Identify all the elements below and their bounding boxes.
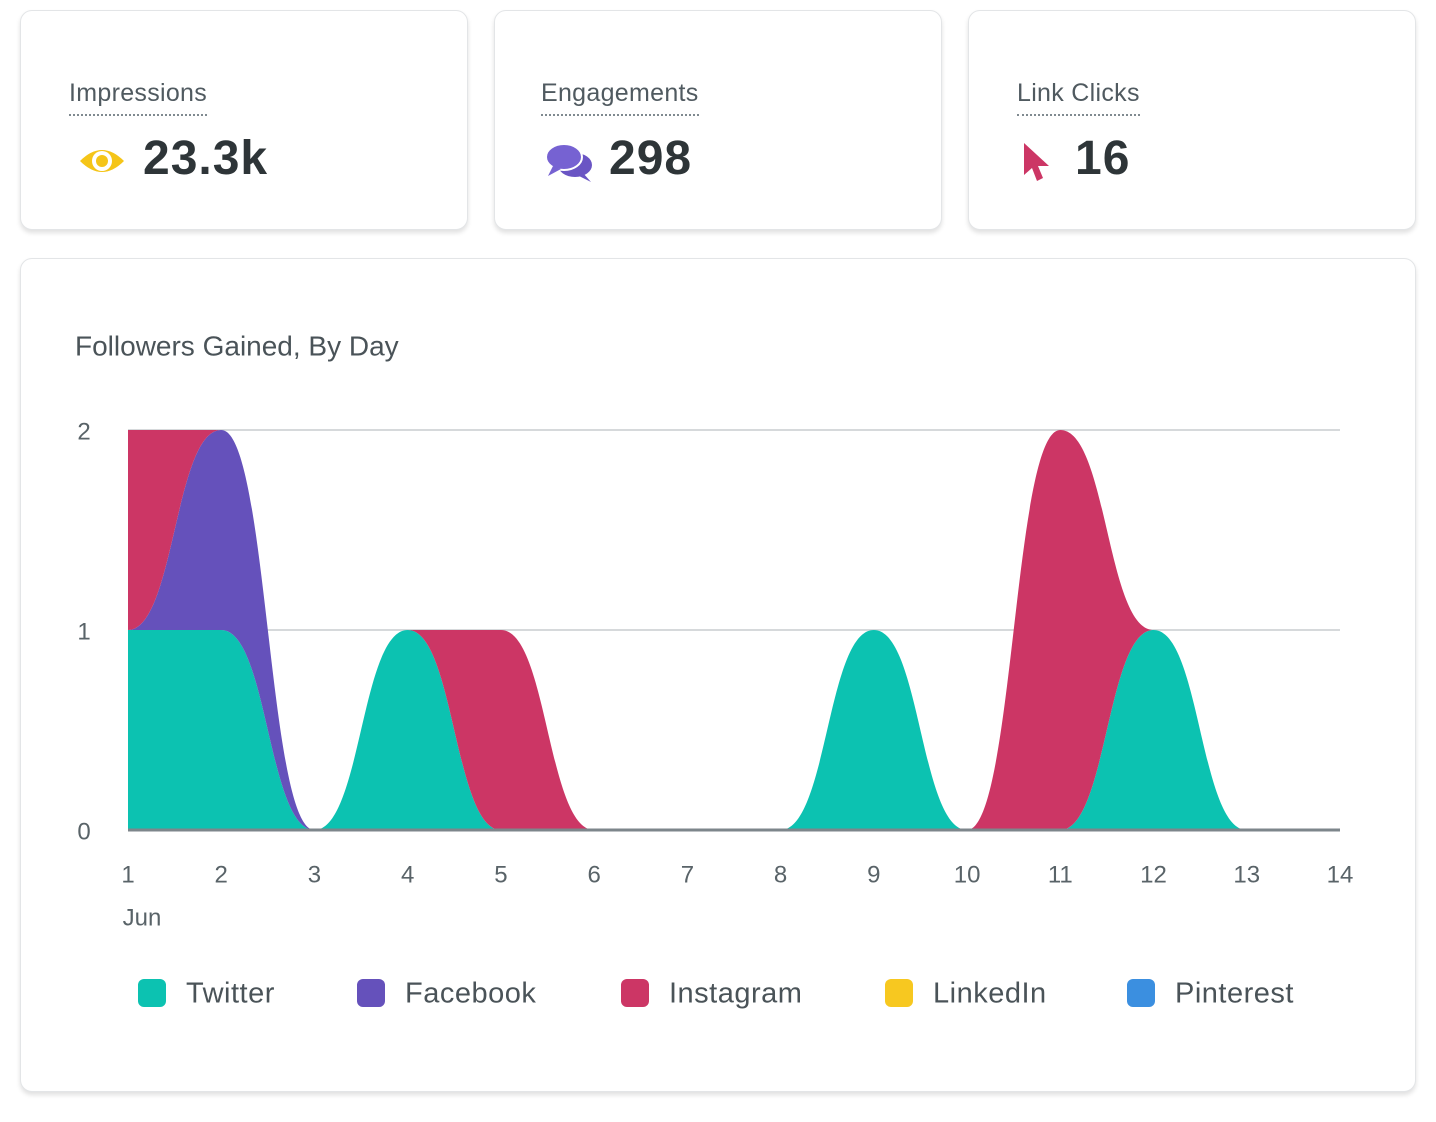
eye-icon — [80, 150, 124, 172]
x-axis-label: Jun — [123, 904, 162, 931]
x-tick-label: 1 — [121, 861, 134, 888]
stat-card: Engagements 298 — [494, 10, 942, 230]
legend-swatch — [357, 979, 385, 1007]
card-label: Link Clicks — [1017, 79, 1140, 116]
cursor-icon — [1024, 143, 1049, 181]
x-tick-label: 4 — [401, 861, 414, 888]
card-value: 16 — [1075, 132, 1131, 185]
x-tick-label: 10 — [954, 861, 981, 888]
y-tick-label: 0 — [77, 818, 90, 845]
legend-swatch — [885, 979, 913, 1007]
area — [128, 630, 1340, 830]
legend-label: Twitter — [186, 978, 275, 1010]
x-tick-label: 3 — [308, 861, 321, 888]
legend-swatch — [621, 979, 649, 1007]
y-tick-label: 1 — [77, 618, 90, 645]
stat-card: Link Clicks 16 — [968, 10, 1416, 230]
x-tick-label: 2 — [215, 861, 228, 888]
x-tick-label: 12 — [1140, 861, 1167, 888]
x-tick-label: 6 — [587, 861, 600, 888]
legend-label: Pinterest — [1175, 978, 1294, 1010]
x-tick-label: 7 — [681, 861, 694, 888]
legend-swatch — [1127, 979, 1155, 1007]
stat-card: Impressions 23.3k — [20, 10, 468, 230]
x-tick-label: 9 — [867, 861, 880, 888]
x-tick-label: 13 — [1233, 861, 1260, 888]
legend-swatch — [138, 979, 166, 1007]
chart-title: Followers Gained, By Day — [75, 330, 399, 361]
card-label: Impressions — [69, 79, 208, 116]
legend-label: LinkedIn — [933, 978, 1047, 1010]
card-value: 298 — [609, 132, 693, 185]
chat-icon — [545, 143, 592, 182]
area — [128, 430, 1340, 830]
legend-label: Facebook — [405, 978, 536, 1010]
x-tick-label: 14 — [1327, 861, 1354, 888]
legend-label: Instagram — [669, 978, 802, 1010]
card-label: Engagements — [541, 79, 699, 116]
x-tick-label: 11 — [1048, 861, 1073, 888]
x-tick-label: 5 — [494, 861, 507, 888]
y-tick-label: 2 — [77, 418, 90, 445]
card-value: 23.3k — [143, 132, 269, 185]
x-tick-label: 8 — [774, 861, 787, 888]
